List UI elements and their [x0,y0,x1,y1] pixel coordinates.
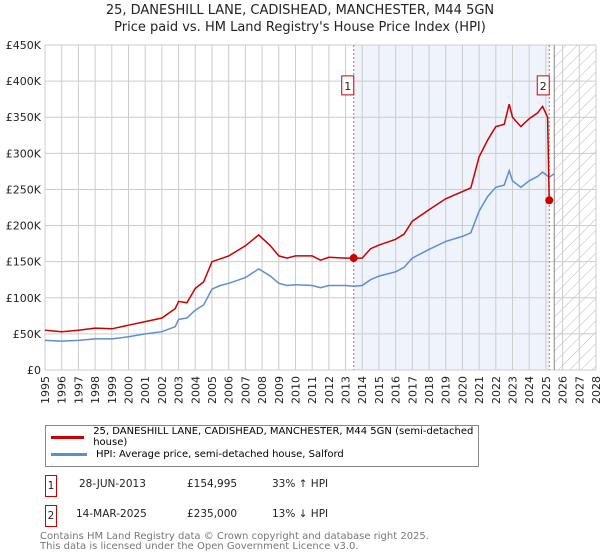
x-tick-label: 2003 [173,376,186,404]
x-tick-label: 2020 [456,376,469,404]
x-tick-label: 2007 [239,376,252,404]
y-tick-label: £400K [6,75,42,88]
ownership-shaded-region [353,45,550,370]
annotation-label: 2 [540,80,547,93]
y-tick-label: £150K [6,256,42,269]
sale-point [545,196,554,205]
legend-swatch-blue [51,452,87,456]
legend-label: HPI: Average price, semi-detached house,… [96,448,344,460]
x-tick-label: 2010 [289,376,302,404]
hpi-line [44,168,555,342]
x-tick-label: 2023 [507,376,520,404]
x-tick-label: 2004 [189,376,202,404]
legend-label: 25, DANESHILL LANE, CADISHEAD, MANCHESTE… [93,426,474,448]
x-tick-label: 2006 [223,376,236,404]
x-tick-label: 2005 [206,376,219,404]
legend-item-property: 25, DANESHILL LANE, CADISHEAD, MANCHESTE… [46,426,478,448]
x-tick-label: 2015 [373,376,386,404]
transaction-date: 14-MAR-2025 [76,508,147,520]
x-tick-label: 2000 [122,376,135,404]
x-tick-label: 1996 [56,376,69,404]
x-tick-label: 1998 [89,376,102,404]
y-tick-label: £0 [27,364,41,377]
transaction-date: 28-JUN-2013 [79,478,146,490]
legend-swatch-red [51,435,85,439]
chart-subtitle: Price paid vs. HM Land Registry's House … [114,20,486,35]
annotation-badge [536,75,550,96]
x-tick-label: 2012 [323,376,336,404]
x-tick-label: 1995 [39,376,52,404]
x-tick-label: 2026 [557,376,570,404]
x-tick-label: 2018 [423,376,436,404]
x-tick-label: 2022 [490,376,503,404]
x-tick-label: 2027 [573,376,586,404]
x-tick-label: 2014 [356,376,369,404]
footer-copyright: Contains HM Land Registry data © Crown c… [40,531,429,542]
price-chart: 1995 1996 1997 1998 1999 2000 2001 2002 2003 2004… [6,39,600,404]
y-tick-label: £50K [13,328,42,341]
transaction-badge: 2 [45,505,57,527]
x-tick-label: 2024 [523,376,536,404]
x-tick-label: 2028 [590,376,600,404]
y-tick-label: £200K [6,220,42,233]
transaction-price: £154,995 [187,478,238,490]
x-tick-label: 2002 [156,376,169,404]
x-tick-label: 2025 [540,376,553,404]
transaction-hpi-diff: 13% ↓ HPI [272,508,329,520]
transaction-row: 2 14-MAR-2025 £235,000 13% ↓ HPI [45,505,445,527]
x-tick-label: 2008 [256,376,269,404]
y-tick-label: £350K [6,111,42,124]
y-tick-label: £450K [6,39,42,52]
x-tick-label: 2011 [306,376,319,404]
x-tick-label: 2017 [406,376,419,404]
forecast-hatch-region [554,45,596,370]
x-tick-label: 2009 [273,376,286,404]
x-tick-label: 1999 [106,376,119,404]
y-tick-label: £300K [6,147,42,160]
legend: 25, DANESHILL LANE, CADISHEAD, MANCHESTE… [45,425,479,467]
y-tick-label: £100K [6,292,42,305]
x-tick-label: 2001 [139,376,152,404]
chart-title: 25, DANESHILL LANE, CADISHEAD, MANCHESTE… [105,3,495,18]
property-price-line [44,104,550,333]
x-tick-label: 2021 [473,376,486,404]
x-tick-label: 1997 [72,376,85,404]
transaction-hpi-diff: 33% ↑ HPI [272,478,329,490]
sale-point [349,254,358,263]
y-tick-label: £250K [6,183,42,196]
transaction-badge: 1 [45,475,57,497]
x-tick-label: 2019 [440,376,453,404]
legend-item-hpi: HPI: Average price, semi-detached house,… [46,446,344,462]
footer-licence: This data is licensed under the Open Gov… [40,541,359,552]
transaction-row: 1 28-JUN-2013 £154,995 33% ↑ HPI [45,475,445,497]
x-tick-label: 2016 [390,376,403,404]
annotation-badge [341,75,355,96]
transaction-price: £235,000 [187,508,238,520]
x-tick-label: 2013 [340,376,353,404]
annotation-label: 1 [344,80,351,93]
